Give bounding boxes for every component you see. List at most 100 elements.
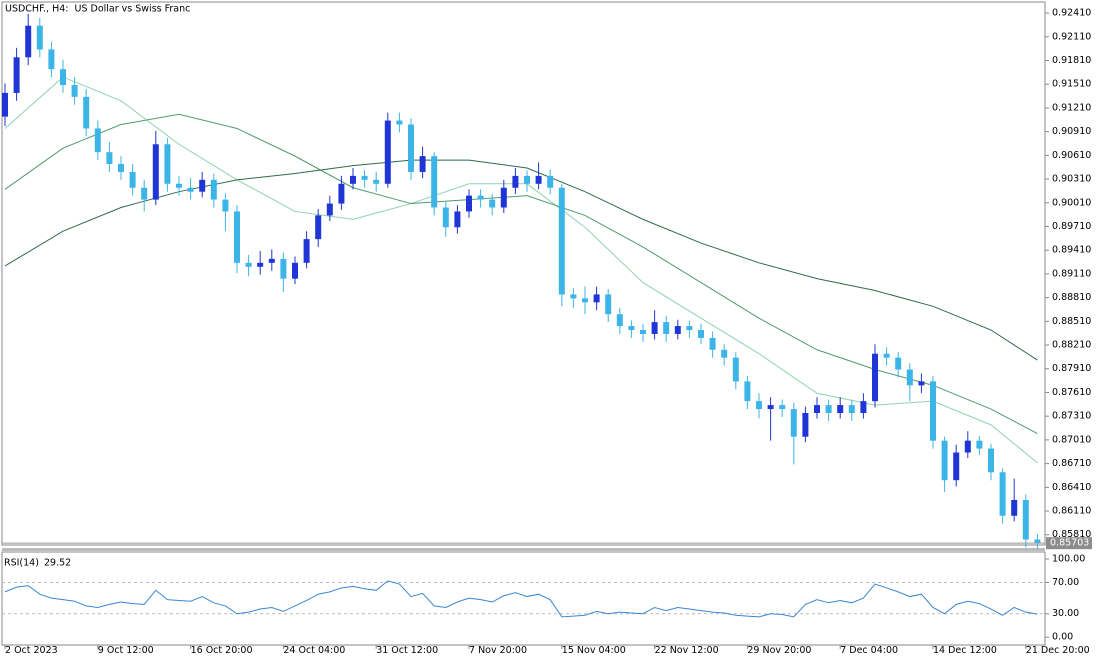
candle-body xyxy=(489,199,496,208)
y-tick-label: 0.91810 xyxy=(1052,55,1091,66)
candle-body xyxy=(106,152,113,165)
candle-body xyxy=(431,156,438,208)
y-tick-label: 0.86710 xyxy=(1052,458,1091,469)
y-tick-label: 0.89110 xyxy=(1052,268,1091,279)
candle-body xyxy=(547,175,554,188)
candle-body xyxy=(906,369,913,386)
candle-body xyxy=(837,405,844,414)
candle-body xyxy=(941,440,948,481)
candle-body xyxy=(1011,499,1018,516)
candle-body xyxy=(373,179,380,184)
x-tick-label: 29 Nov 20:00 xyxy=(747,645,811,656)
candle-body xyxy=(48,49,55,70)
candle-body xyxy=(512,175,519,188)
candle-body xyxy=(582,298,588,303)
candle-body xyxy=(779,405,786,410)
candle-body xyxy=(176,183,182,188)
y-tick-label: 0.89710 xyxy=(1052,221,1091,232)
x-tick-label: 22 Nov 12:00 xyxy=(655,645,719,656)
x-tick-label: 14 Dec 12:00 xyxy=(933,645,997,656)
y-tick-label: 0.86410 xyxy=(1052,482,1091,493)
y-tick-label: 0.85810 xyxy=(1052,529,1091,540)
candle-body xyxy=(408,124,414,172)
candle-body xyxy=(999,472,1006,516)
x-tick-label: 15 Nov 04:00 xyxy=(562,645,626,656)
candle-body xyxy=(60,69,66,85)
y-tick-label: 0.92110 xyxy=(1052,31,1091,42)
last-price-label: 0.85703 xyxy=(1050,538,1089,549)
y-tick-label: 0.90010 xyxy=(1052,197,1091,208)
candle-body xyxy=(721,349,728,358)
candle-body xyxy=(222,199,229,212)
candle-body xyxy=(883,353,890,358)
candle-body xyxy=(709,337,716,350)
candle-body xyxy=(814,405,820,414)
candle-body xyxy=(13,57,20,93)
candle-body xyxy=(419,156,426,172)
candle-body xyxy=(628,326,635,331)
candle-body xyxy=(118,164,124,172)
y-tick-label: 0.86110 xyxy=(1052,506,1091,517)
y-tick-label: 0.88810 xyxy=(1052,292,1091,303)
y-tick-label: 0.92410 xyxy=(1052,8,1091,19)
candle-body xyxy=(83,96,90,129)
rsi-tick-label: 100.00 xyxy=(1052,554,1085,565)
candle-body xyxy=(1022,499,1029,540)
y-tick-label: 0.90910 xyxy=(1052,126,1091,137)
y-tick-label: 0.88210 xyxy=(1052,340,1091,351)
candle-body xyxy=(570,294,577,299)
candle-body xyxy=(94,128,101,153)
candle-body xyxy=(558,187,565,295)
candle-body xyxy=(199,179,206,192)
y-tick-label: 0.88510 xyxy=(1052,316,1091,327)
candle-body xyxy=(315,215,322,240)
x-tick-label: 24 Oct 04:00 xyxy=(283,645,345,656)
candle-body xyxy=(930,381,936,441)
x-tick-label: 21 Dec 20:00 xyxy=(1026,645,1090,656)
last-price-box xyxy=(1046,537,1092,550)
candle-body xyxy=(616,314,623,327)
candle-body xyxy=(593,294,600,303)
candle-body xyxy=(152,144,159,200)
candle-body xyxy=(860,401,867,414)
y-tick-label: 0.91210 xyxy=(1052,102,1091,113)
candle-body xyxy=(663,322,670,334)
candle-body xyxy=(25,25,32,58)
candle-body xyxy=(454,211,461,228)
x-tick-label: 7 Nov 20:00 xyxy=(469,645,527,656)
candle-body xyxy=(802,413,809,437)
candle-body xyxy=(500,187,507,208)
candle-body xyxy=(210,179,217,200)
candle-body xyxy=(640,330,646,334)
candle-body xyxy=(674,326,681,334)
y-tick-label: 0.87310 xyxy=(1052,411,1091,422)
x-tick-label: 16 Oct 20:00 xyxy=(191,645,253,656)
candle-body xyxy=(1034,539,1041,544)
candle-body xyxy=(953,452,960,481)
candle-body xyxy=(790,409,797,437)
rsi-tick-label: 0.00 xyxy=(1052,632,1073,643)
candle-body xyxy=(292,262,298,279)
candle-body xyxy=(2,92,8,117)
candle-body xyxy=(976,440,983,449)
rsi-tick-label: 30.00 xyxy=(1052,608,1079,619)
rsi-line xyxy=(4,580,1038,618)
candle-body xyxy=(303,239,310,263)
candle-body xyxy=(234,211,240,263)
candle-body xyxy=(686,326,693,331)
rsi-label: RSI(14) xyxy=(4,558,39,569)
candle-body xyxy=(164,144,171,184)
y-tick-label: 0.91510 xyxy=(1052,79,1091,90)
candle-body xyxy=(698,330,704,338)
candle-body xyxy=(825,405,832,414)
candle-body xyxy=(396,120,403,125)
y-tick-label: 0.87010 xyxy=(1052,434,1091,445)
y-tick-label: 0.89410 xyxy=(1052,245,1091,256)
panel-separator xyxy=(2,548,1045,551)
y-tick-label: 0.90610 xyxy=(1052,150,1091,161)
candle-body xyxy=(872,353,878,402)
candle-body xyxy=(918,381,925,386)
x-tick-label: 7 Dec 04:00 xyxy=(840,645,898,656)
candle-body xyxy=(442,207,449,228)
